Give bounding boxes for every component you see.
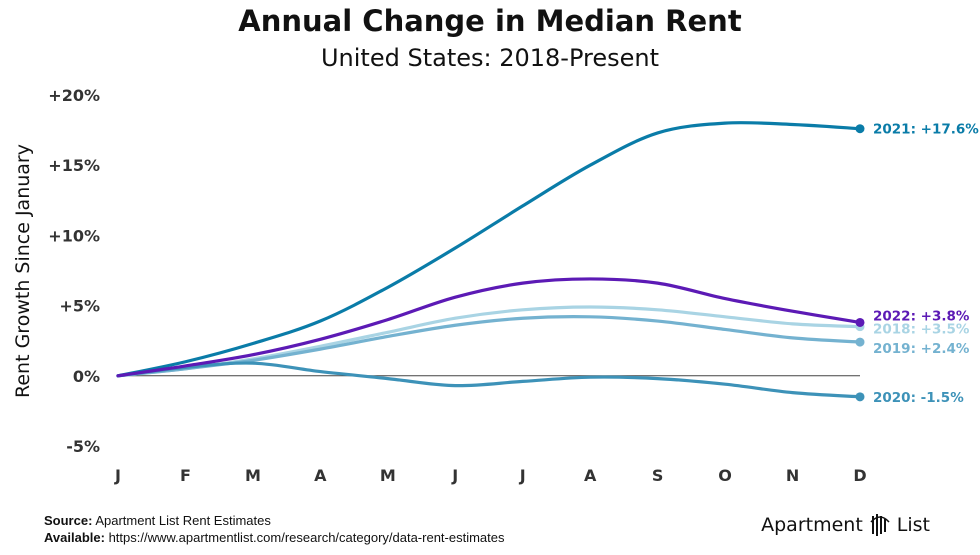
source-text: Apartment List Rent Estimates — [95, 513, 271, 528]
y-tick-label: +10% — [48, 226, 100, 245]
x-tick-label: A — [584, 466, 597, 485]
series-end-point-2022 — [855, 317, 865, 327]
available-label: Available: — [44, 530, 105, 545]
x-tick-label: S — [652, 466, 664, 485]
y-tick-label: +15% — [48, 156, 100, 175]
series-end-point-2020 — [855, 392, 865, 402]
source-note: Source: Apartment List Rent Estimates — [44, 513, 271, 528]
x-tick-label: J — [519, 466, 526, 485]
series-end-label-2018: 2018: +3.5% — [873, 322, 970, 338]
brand-logo: Apartment List — [761, 512, 930, 538]
series-end-label-2022: 2022: +3.8% — [873, 308, 970, 324]
chart-title: Annual Change in Median Rent — [238, 4, 742, 38]
available-link[interactable]: https://www.apartmentlist.com/research/c… — [108, 530, 505, 545]
series-line-2022 — [116, 277, 862, 378]
y-tick-label: -5% — [66, 437, 100, 456]
available-note: Available: https://www.apartmentlist.com… — [44, 530, 505, 545]
series-line-2020 — [116, 361, 862, 399]
y-tick-label: +20% — [48, 86, 100, 105]
x-tick-label: M — [245, 466, 261, 485]
apartment-list-logo-icon — [870, 514, 890, 536]
series-end-label-2020: 2020: -1.5% — [873, 390, 964, 406]
chart-subtitle: United States: 2018-Present — [320, 44, 659, 72]
x-tick-label: M — [380, 466, 396, 485]
series-lines — [116, 120, 865, 402]
y-tick-label: +5% — [59, 297, 100, 316]
x-tick-label: N — [786, 466, 799, 485]
series-end-label-2019: 2019: +2.4% — [873, 341, 970, 357]
source-label: Source: — [44, 513, 93, 528]
x-tick-label: O — [718, 466, 732, 485]
series-end-labels: 2018: +3.5% 2019: +2.4% 2020: -1.5% 2021: +… — [873, 122, 979, 406]
x-tick-label: J — [451, 466, 458, 485]
y-axis-ticks: -5% 0% +5% +10% +15% +20% — [48, 86, 100, 456]
series-line-2019 — [116, 315, 862, 378]
series-end-point-2019 — [855, 337, 865, 347]
brand-name-left: Apartment — [761, 514, 863, 536]
x-tick-label: F — [180, 466, 191, 485]
x-tick-label: A — [314, 466, 327, 485]
brand-name-right: List — [896, 514, 930, 536]
series-end-label-2021: 2021: +17.6% — [873, 122, 979, 138]
x-tick-label: J — [114, 466, 121, 485]
x-tick-label: D — [853, 466, 866, 485]
series-line-2021 — [116, 120, 862, 378]
series-end-point-2021 — [855, 124, 865, 134]
y-tick-label: 0% — [73, 367, 100, 386]
series-line-2018 — [116, 305, 862, 378]
